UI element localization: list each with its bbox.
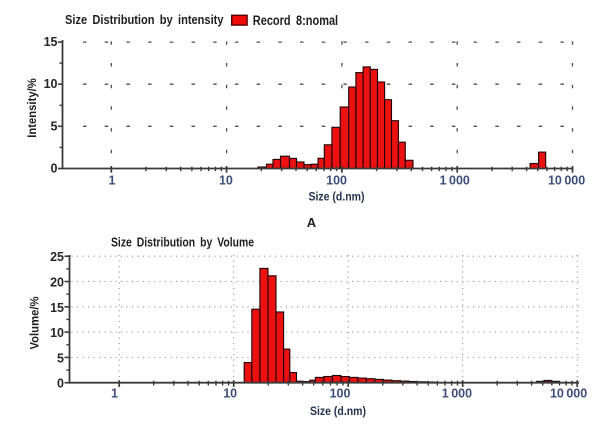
svg-text:10: 10 bbox=[50, 326, 64, 340]
svg-text:1 000: 1 000 bbox=[442, 387, 472, 401]
svg-text:A: A bbox=[307, 215, 317, 230]
svg-text:1: 1 bbox=[111, 387, 118, 401]
svg-text:15: 15 bbox=[50, 301, 64, 315]
svg-text:10 000: 10 000 bbox=[550, 387, 587, 401]
svg-text:Record 8:nomal: Record 8:nomal bbox=[253, 13, 338, 28]
svg-text:10: 10 bbox=[219, 173, 233, 187]
svg-text:Size (d.nm): Size (d.nm) bbox=[310, 404, 366, 418]
svg-text:20: 20 bbox=[50, 276, 64, 290]
svg-text:0: 0 bbox=[57, 377, 64, 391]
svg-text:1 000: 1 000 bbox=[440, 173, 470, 187]
svg-text:5: 5 bbox=[51, 119, 58, 133]
svg-text:100: 100 bbox=[326, 173, 347, 187]
svg-text:10 000: 10 000 bbox=[548, 173, 585, 187]
svg-text:0: 0 bbox=[51, 162, 58, 176]
svg-text:5: 5 bbox=[57, 351, 64, 365]
svg-text:10: 10 bbox=[44, 77, 58, 91]
svg-text:1: 1 bbox=[109, 173, 116, 187]
svg-text:100: 100 bbox=[330, 387, 351, 401]
svg-text:Size Distribution by intensity: Size Distribution by intensity bbox=[65, 13, 224, 27]
svg-text:10: 10 bbox=[223, 387, 237, 401]
svg-text:15: 15 bbox=[44, 35, 58, 49]
svg-text:Intensity/%: Intensity/% bbox=[25, 78, 39, 138]
svg-text:25: 25 bbox=[50, 250, 64, 264]
svg-text:Volume/%: Volume/% bbox=[28, 296, 42, 349]
svg-text:Size (d.nm): Size (d.nm) bbox=[309, 190, 365, 204]
svg-text:Size Distribution by Volume: Size Distribution by Volume bbox=[111, 235, 254, 249]
